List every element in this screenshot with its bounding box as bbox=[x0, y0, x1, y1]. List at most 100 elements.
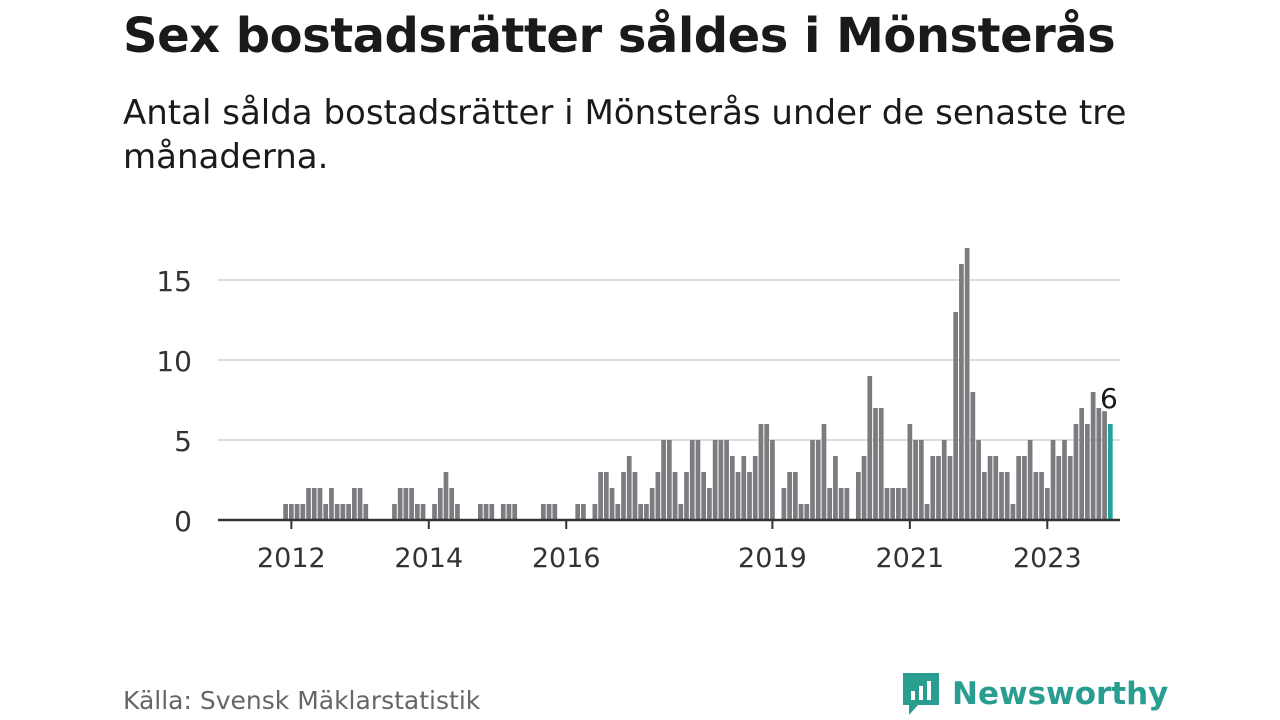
bar bbox=[907, 424, 913, 520]
bar bbox=[1016, 456, 1022, 520]
bar bbox=[838, 488, 844, 520]
bar bbox=[323, 504, 329, 520]
bar bbox=[340, 504, 346, 520]
bar bbox=[626, 456, 632, 520]
bar bbox=[729, 456, 735, 520]
bar bbox=[552, 504, 558, 520]
x-tick-label: 2019 bbox=[738, 543, 807, 574]
bar bbox=[678, 504, 684, 520]
bar bbox=[1073, 424, 1079, 520]
bar bbox=[661, 440, 666, 520]
bar bbox=[283, 504, 288, 520]
newsworthy-logo[interactable]: Newsworthy bbox=[900, 668, 1168, 720]
bar bbox=[351, 488, 357, 520]
bar bbox=[981, 472, 987, 520]
bar bbox=[1010, 504, 1016, 520]
bar bbox=[397, 488, 403, 520]
bar bbox=[506, 504, 512, 520]
bar bbox=[1062, 440, 1067, 520]
bar bbox=[884, 488, 890, 520]
bar bbox=[546, 504, 552, 520]
bar bbox=[695, 440, 701, 520]
bar bbox=[993, 456, 999, 520]
newsworthy-logo-icon bbox=[903, 673, 939, 715]
bar bbox=[770, 440, 775, 520]
bar bbox=[735, 472, 741, 520]
bar bbox=[707, 488, 712, 520]
x-tick-label: 2012 bbox=[257, 543, 326, 574]
bar bbox=[781, 488, 787, 520]
bar bbox=[821, 424, 827, 520]
chart-subtitle: Antal sålda bostadsrätter i Mönsterås un… bbox=[123, 93, 1127, 177]
bar bbox=[792, 472, 798, 520]
bar bbox=[334, 504, 340, 520]
bar bbox=[603, 472, 609, 520]
bar bbox=[1090, 392, 1096, 520]
bar bbox=[947, 456, 953, 520]
bar bbox=[1004, 472, 1010, 520]
bar bbox=[489, 504, 495, 520]
bar bbox=[747, 472, 752, 520]
bar bbox=[712, 440, 718, 520]
bar bbox=[1056, 456, 1062, 520]
bar bbox=[1050, 440, 1056, 520]
bar bbox=[684, 472, 689, 520]
bar bbox=[827, 488, 833, 520]
bar bbox=[329, 488, 334, 520]
bar bbox=[976, 440, 981, 520]
chart-title: Sex bostadsrätter såldes i Mönsterås bbox=[123, 8, 1116, 64]
bar bbox=[901, 488, 907, 520]
bar bbox=[477, 504, 483, 520]
bar bbox=[724, 440, 729, 520]
bar bbox=[1085, 424, 1090, 520]
bar bbox=[855, 472, 861, 520]
bar-highlight bbox=[1107, 424, 1113, 520]
x-tick-label: 2023 bbox=[1013, 543, 1082, 574]
bar bbox=[615, 504, 621, 520]
bar bbox=[306, 488, 311, 520]
bar bbox=[941, 440, 947, 520]
bar bbox=[1033, 472, 1039, 520]
bar bbox=[455, 504, 460, 520]
bar bbox=[701, 472, 707, 520]
bar bbox=[598, 472, 603, 520]
brand-name: Newsworthy bbox=[952, 676, 1169, 712]
bar bbox=[649, 488, 655, 520]
bar bbox=[689, 440, 695, 520]
bar bbox=[294, 504, 300, 520]
bar bbox=[890, 488, 896, 520]
data-label-last: 6 bbox=[1100, 382, 1118, 415]
bar bbox=[437, 488, 443, 520]
bar bbox=[1039, 472, 1044, 520]
bar bbox=[804, 504, 810, 520]
bar bbox=[300, 504, 306, 520]
bar bbox=[930, 456, 936, 520]
bar bbox=[918, 440, 924, 520]
bar bbox=[449, 488, 455, 520]
bar bbox=[655, 472, 661, 520]
source-note: Källa: Svensk Mäklarstatistik bbox=[123, 686, 481, 715]
bar bbox=[752, 456, 758, 520]
bar bbox=[289, 504, 294, 520]
bar bbox=[392, 504, 397, 520]
bar bbox=[414, 504, 420, 520]
bar bbox=[609, 488, 615, 520]
bar bbox=[512, 504, 518, 520]
y-tick-label: 10 bbox=[156, 345, 192, 378]
bar bbox=[443, 472, 449, 520]
bar bbox=[970, 392, 976, 520]
bar bbox=[420, 504, 426, 520]
bar bbox=[844, 488, 850, 520]
bar bbox=[672, 472, 678, 520]
bar bbox=[575, 504, 581, 520]
bar bbox=[1044, 488, 1050, 520]
bar bbox=[666, 440, 672, 520]
bar bbox=[913, 440, 918, 520]
bar bbox=[346, 504, 351, 520]
bar bbox=[311, 488, 317, 520]
bar bbox=[964, 248, 970, 520]
bar bbox=[936, 456, 941, 520]
bar bbox=[621, 472, 626, 520]
bar bbox=[540, 504, 546, 520]
bar bbox=[764, 424, 770, 520]
